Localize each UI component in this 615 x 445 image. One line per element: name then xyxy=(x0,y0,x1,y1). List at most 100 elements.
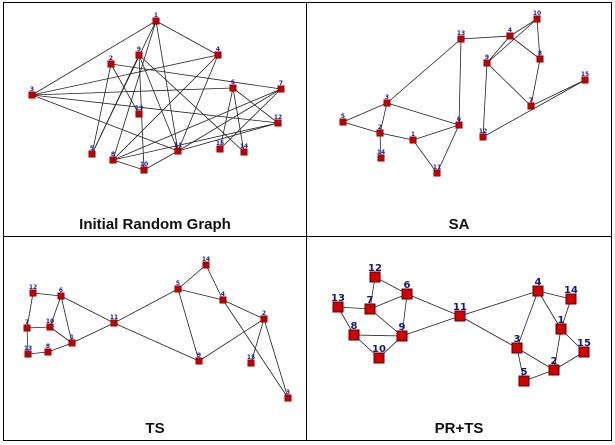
graph-node-label: 5 xyxy=(521,367,528,378)
graph-edge xyxy=(386,102,460,126)
graph-node-5 xyxy=(339,118,347,126)
graph-node-label: 3 xyxy=(286,389,290,396)
graph-node-label: 13 xyxy=(331,293,345,304)
graph-node-13 xyxy=(135,110,143,118)
graph-edge xyxy=(530,79,586,107)
graph-node-label: 3 xyxy=(514,334,521,345)
graph-node-label: 12 xyxy=(479,128,487,135)
graph-edge xyxy=(177,264,207,290)
graph-node-13 xyxy=(457,35,465,43)
graph-edge xyxy=(143,150,179,171)
graph-edge xyxy=(412,124,460,141)
graph-node-7 xyxy=(277,85,285,93)
graph-node-label: 2 xyxy=(262,310,266,317)
graph-edge xyxy=(342,102,388,123)
graph-node-12 xyxy=(274,119,282,127)
graph-node-label: 7 xyxy=(25,319,29,326)
graph-edge xyxy=(401,315,461,337)
graph-node-label: 1 xyxy=(154,12,158,19)
graph-node-label: 9 xyxy=(399,322,406,333)
graph-node-label: 4 xyxy=(535,277,542,288)
graph-node-label: 15 xyxy=(216,140,224,147)
graph-node-9 xyxy=(135,51,143,59)
graph-edge xyxy=(379,132,382,159)
graph-node-1 xyxy=(152,17,160,25)
graph-node-6 xyxy=(401,288,413,300)
graph-edge xyxy=(47,342,73,353)
graph-edge xyxy=(155,20,219,56)
graph-node-9 xyxy=(195,357,203,365)
graph-node-11 xyxy=(174,147,182,155)
graph-node-9 xyxy=(396,330,408,342)
graph-node-7 xyxy=(527,102,535,110)
graph-edge xyxy=(26,292,34,329)
graph-node-label: 8 xyxy=(538,50,542,57)
graph-node-11 xyxy=(454,310,466,322)
graph-node-4 xyxy=(214,51,222,59)
graph-edge xyxy=(353,334,403,337)
graph-edge xyxy=(155,20,179,152)
graph-node-10 xyxy=(533,15,541,23)
graph-edge xyxy=(369,293,408,310)
graph-node-4 xyxy=(506,32,514,40)
graph-node-label: 13 xyxy=(457,30,465,37)
graph-edge xyxy=(138,54,245,153)
caption-pr-ts: PR+TS xyxy=(434,420,484,437)
graph-node-6 xyxy=(57,292,65,300)
graph-node-label: 9 xyxy=(485,54,489,61)
graph-edge xyxy=(177,122,279,152)
graph-node-3 xyxy=(511,342,523,354)
graph-node-label: 5 xyxy=(90,145,94,152)
graph-edge xyxy=(110,63,140,115)
graph-edge xyxy=(112,122,279,161)
graph-node-label: 11 xyxy=(453,302,467,313)
graph-edge xyxy=(486,62,532,107)
graph-node-2 xyxy=(107,60,115,68)
graph-edge xyxy=(536,18,541,60)
graph-edge xyxy=(232,87,245,153)
graph-node-8 xyxy=(109,156,117,164)
graph-node-3 xyxy=(284,394,292,402)
graph-edge xyxy=(222,299,289,399)
graph-edge xyxy=(31,20,157,96)
panel-ts: 1 2 3 4 5 6 7 8 9 10 11 12 13 14 15 TS xyxy=(3,236,307,441)
graph-node-6 xyxy=(229,84,237,92)
graph-edge xyxy=(113,288,179,324)
graph-node-4 xyxy=(532,285,544,297)
graph-node-10 xyxy=(373,352,385,364)
graph-node-label: 2 xyxy=(378,124,382,131)
graph-edge xyxy=(177,288,224,301)
graph-edge xyxy=(26,327,29,355)
graph-node-label: 15 xyxy=(247,354,255,361)
graph-edge xyxy=(71,322,115,344)
graph-edge xyxy=(516,290,539,349)
graph-edge xyxy=(112,159,145,171)
caption-ts: TS xyxy=(145,420,165,437)
graph-node-14 xyxy=(565,293,577,305)
graph-edge xyxy=(458,38,462,126)
graph-edge xyxy=(219,88,282,150)
graph-node-label: 9 xyxy=(197,352,201,359)
graph-edge xyxy=(177,88,282,152)
graph-edge xyxy=(232,87,279,124)
graph-node-label: 8 xyxy=(46,343,50,350)
graph-edge xyxy=(31,54,219,96)
graph-node-label: 14 xyxy=(564,285,578,296)
graph-node-13 xyxy=(332,301,344,313)
graph-node-label: 14 xyxy=(377,149,385,156)
panel-sa: 1 2 3 4 5 6 7 8 9 10 11 12 13 14 15 SA xyxy=(306,2,612,237)
graph-edge xyxy=(509,35,541,60)
graph-edge xyxy=(198,318,265,362)
graph-node-14 xyxy=(240,148,248,156)
graph-node-1 xyxy=(68,339,76,347)
graph-node-label: 10 xyxy=(533,10,541,17)
graph-node-label: 2 xyxy=(551,356,558,367)
graph-node-14 xyxy=(202,261,210,269)
graph-node-label: 9 xyxy=(137,46,141,53)
graph-edge xyxy=(263,318,289,399)
graph-edge xyxy=(412,139,438,174)
graph-edge xyxy=(537,290,562,330)
